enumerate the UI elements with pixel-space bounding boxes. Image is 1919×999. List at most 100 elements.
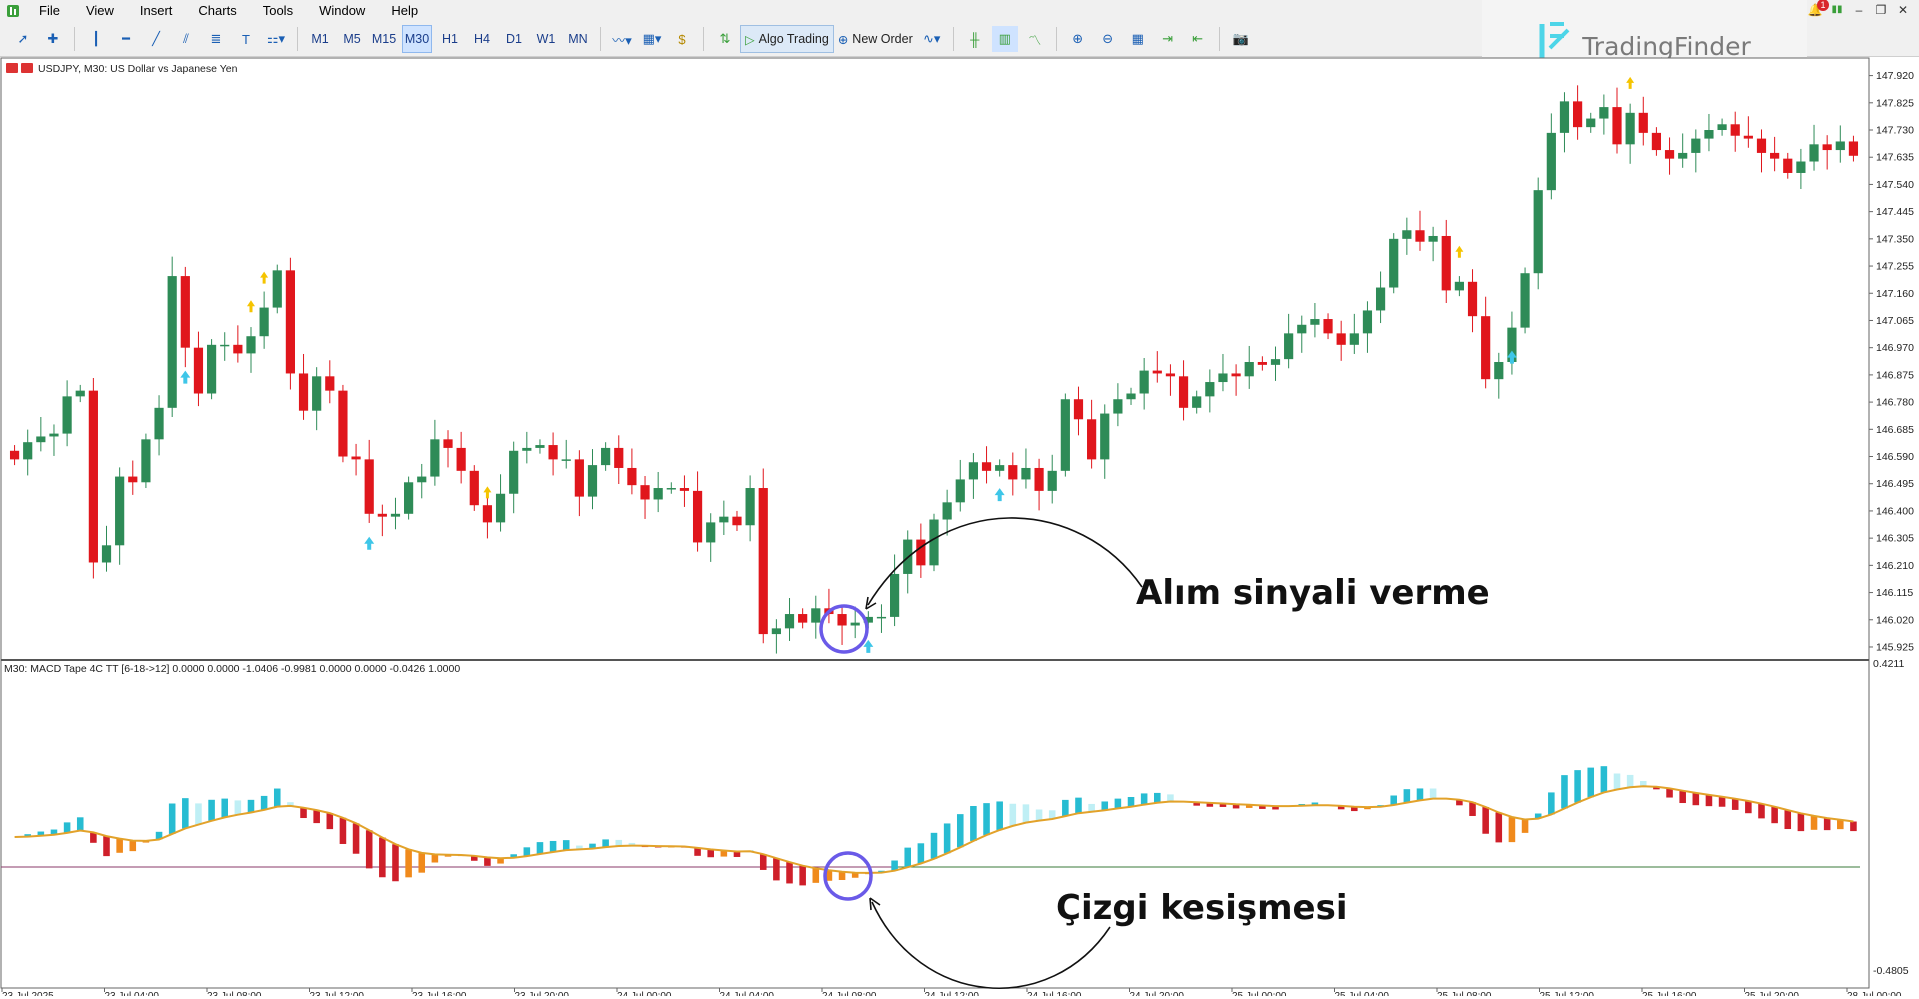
- screenshot-icon[interactable]: 📷: [1232, 31, 1249, 46]
- annotations: [819, 517, 1143, 989]
- indicator-tick-label: 0.4211: [1873, 658, 1904, 670]
- price-tick-label: 146.780: [1876, 397, 1914, 409]
- line-chart-icon[interactable]: 〽: [1028, 32, 1042, 48]
- new-order-label: New Order: [852, 32, 913, 46]
- minimize-icon[interactable]: –: [1855, 3, 1863, 17]
- fibonacci-icon[interactable]: ≣: [210, 31, 222, 46]
- app-logo-icon: [7, 5, 19, 17]
- timeframe-m15[interactable]: M15: [371, 32, 397, 46]
- zoom-out-icon[interactable]: ⊖: [1102, 31, 1114, 46]
- autoscroll-icon[interactable]: ⇥: [1162, 31, 1174, 46]
- candle-body: [995, 465, 1005, 471]
- candle-body: [1257, 362, 1267, 365]
- time-tick-label: 25 Jul 08:00: [1437, 991, 1492, 996]
- chart-symbol-icon: [6, 63, 18, 73]
- menu-insert[interactable]: Insert: [139, 3, 173, 18]
- candle-body: [1389, 238, 1399, 288]
- price-tick-label: 146.020: [1876, 614, 1914, 626]
- cursor-icon[interactable]: ➚: [17, 31, 29, 46]
- notifications-icon[interactable]: 🔔 1: [1807, 0, 1829, 18]
- candle-body: [1113, 399, 1123, 414]
- menu-file[interactable]: File: [39, 3, 60, 18]
- candle-body: [1310, 319, 1320, 325]
- candle-body: [75, 390, 85, 397]
- bar-chart-icon[interactable]: ╫: [970, 31, 980, 47]
- candle-body: [1507, 327, 1517, 362]
- chart-window[interactable]: USDJPY, M30: US Dollar vs Japanese Yen M…: [0, 57, 1919, 999]
- indicator-tick-label: -0.4805: [1873, 965, 1909, 977]
- timeframe-m5[interactable]: M5: [343, 32, 361, 46]
- chart-symbol-icon-2: [21, 63, 33, 73]
- timeframe-h1[interactable]: H1: [442, 32, 458, 46]
- templates-icon[interactable]: ▦▾: [642, 31, 662, 46]
- timeframe-m1[interactable]: M1: [311, 32, 329, 46]
- time-tick-label: 25 Jul 16:00: [1642, 991, 1697, 996]
- price-tick-label: 146.495: [1876, 478, 1914, 490]
- price-tick-label: 146.115: [1876, 587, 1913, 599]
- horizontal-line-icon[interactable]: ━: [122, 31, 130, 46]
- shapes-icon[interactable]: ⚏▾: [266, 31, 286, 46]
- signal-icon[interactable]: ▮▮: [1831, 4, 1843, 15]
- menu-charts[interactable]: Charts: [198, 3, 237, 18]
- algo-trading-button[interactable]: ▷ Algo Trading: [740, 25, 834, 53]
- zoom-in-icon[interactable]: ⊕: [1072, 31, 1084, 46]
- candle-body: [1165, 373, 1176, 377]
- candle-body: [417, 476, 427, 483]
- candle-body: [338, 390, 348, 457]
- indicators-icon[interactable]: 〰▾: [612, 32, 632, 48]
- price-tick-label: 147.445: [1876, 206, 1914, 218]
- price-tick-label: 146.685: [1876, 424, 1914, 436]
- close-icon[interactable]: ✕: [1897, 3, 1909, 17]
- buy-signal-circle: [819, 604, 869, 654]
- menu-help[interactable]: Help: [391, 3, 419, 18]
- sell-arrow-marker: [1626, 76, 1635, 89]
- candle-body: [509, 450, 519, 494]
- timeframe-w1[interactable]: W1: [536, 32, 556, 46]
- new-order-button[interactable]: ⊕ New Order: [834, 26, 917, 52]
- signals-icon[interactable]: ∿▾: [923, 31, 941, 46]
- menu-tools[interactable]: Tools: [262, 3, 294, 18]
- candle-body: [1008, 465, 1018, 480]
- candle-body: [706, 522, 716, 543]
- candle-body: [404, 482, 414, 514]
- timeframe-d1[interactable]: D1: [506, 32, 522, 46]
- candle-body: [1244, 362, 1254, 377]
- buy-signal-arrowhead: [865, 596, 877, 610]
- crosshair-icon[interactable]: ✚: [47, 31, 59, 46]
- candle-body: [1546, 132, 1556, 191]
- candle-body: [916, 539, 926, 566]
- timeframe-m30[interactable]: M30: [402, 25, 432, 53]
- grid-icon[interactable]: ▦: [1131, 31, 1144, 46]
- candle-body: [1533, 190, 1543, 274]
- menu-window[interactable]: Window: [319, 3, 366, 18]
- candle-body: [876, 616, 887, 619]
- chart-shift-icon[interactable]: ⇤: [1192, 31, 1204, 46]
- menu-view[interactable]: View: [85, 3, 114, 18]
- candle-body: [1231, 373, 1241, 377]
- vertical-line-icon[interactable]: ┃: [92, 31, 100, 46]
- time-tick-label: 23 Jul 20:00: [515, 991, 570, 996]
- price-tick-label: 147.065: [1876, 315, 1914, 327]
- candle-body: [1034, 467, 1044, 491]
- price-chart[interactable]: USDJPY, M30: US Dollar vs Japanese Yen M…: [0, 57, 1919, 999]
- candle-body: [1573, 101, 1583, 128]
- candle-body: [798, 614, 808, 623]
- timeframe-h4[interactable]: H4: [474, 32, 490, 46]
- price-tick-label: 147.635: [1876, 152, 1914, 164]
- candle-body: [1730, 124, 1740, 136]
- expert-icon[interactable]: ⇅: [719, 31, 731, 46]
- channel-icon[interactable]: ⫽: [183, 31, 189, 46]
- price-tick-label: 147.160: [1876, 288, 1914, 300]
- candle-body: [246, 336, 256, 354]
- candle-chart-icon[interactable]: ▥: [991, 26, 1018, 52]
- timeframe-mn[interactable]: MN: [568, 32, 588, 46]
- menu-bar: File View Insert Charts Tools Window Hel…: [0, 0, 1919, 22]
- price-tick-label: 145.925: [1876, 641, 1914, 653]
- time-tick-label: 24 Jul 00:00: [617, 991, 672, 996]
- restore-icon[interactable]: ❐: [1875, 3, 1887, 17]
- text-icon[interactable]: T: [242, 31, 250, 47]
- trend-line-icon[interactable]: ╱: [152, 31, 160, 46]
- dollar-icon[interactable]: $: [678, 31, 686, 47]
- candle-body: [942, 502, 952, 520]
- sell-arrow-marker: [483, 486, 492, 499]
